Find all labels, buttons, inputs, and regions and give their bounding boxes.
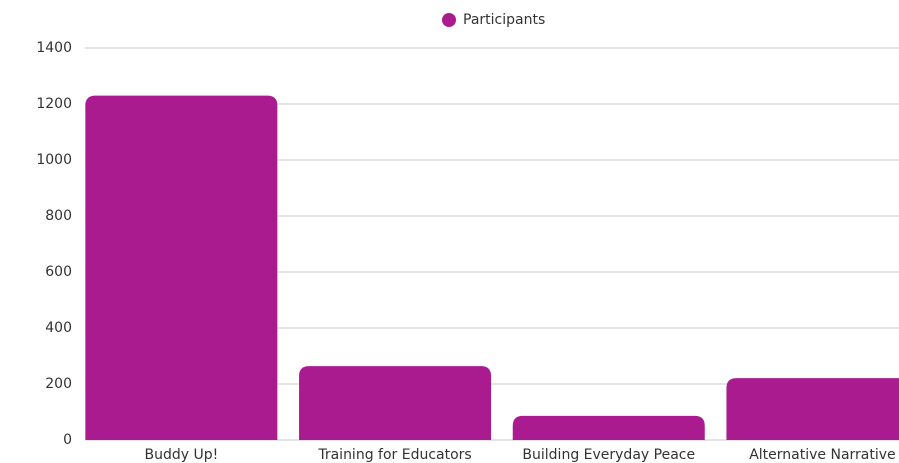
y-tick-label: 600 [45, 264, 72, 280]
bar [299, 366, 492, 440]
bar [85, 95, 278, 440]
legend-swatch [442, 13, 456, 27]
y-tick-label: 1200 [36, 96, 72, 112]
x-tick-label: Training for Educators [317, 447, 471, 463]
legend-label: Participants [463, 12, 545, 28]
y-tick-label: 800 [45, 208, 72, 224]
bar [726, 378, 899, 440]
x-tick-label: Alternative Narrative [749, 447, 895, 463]
y-tick-label: 0 [63, 432, 72, 448]
y-tick-label: 400 [45, 320, 72, 336]
bar [512, 415, 705, 440]
x-tick-label: Buddy Up! [144, 447, 218, 463]
y-tick-label: 200 [45, 376, 72, 392]
y-tick-label: 1000 [36, 152, 72, 168]
x-tick-label: Building Everyday Peace [522, 447, 695, 463]
y-tick-label: 1400 [36, 40, 72, 56]
